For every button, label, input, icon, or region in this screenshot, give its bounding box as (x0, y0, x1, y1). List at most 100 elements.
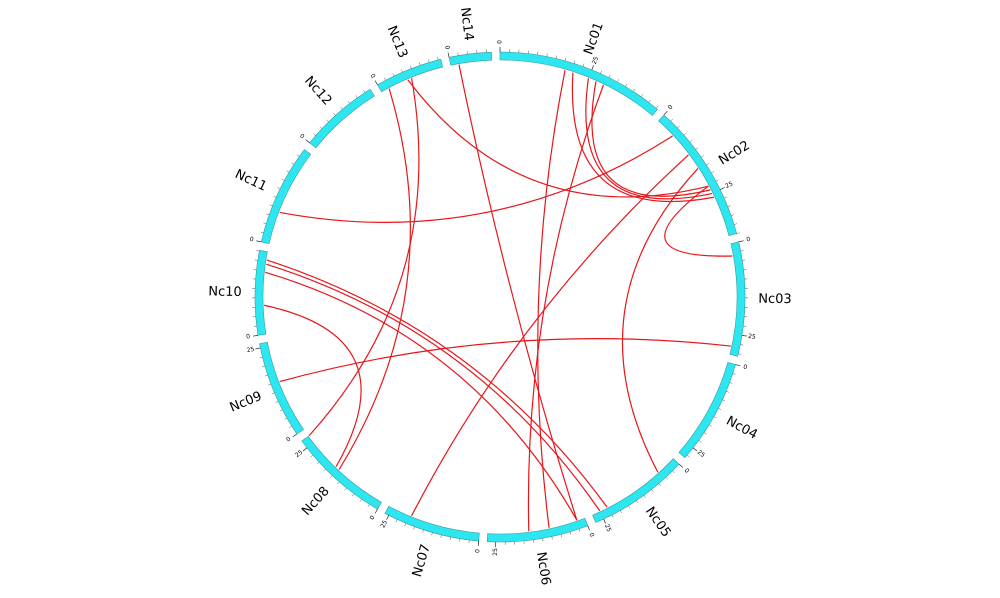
minor-tick (450, 537, 451, 540)
minor-tick (714, 417, 717, 418)
minor-tick (276, 401, 279, 402)
tick-mark (375, 509, 378, 513)
minor-tick (687, 455, 689, 457)
minor-tick (273, 196, 276, 197)
minor-tick (268, 384, 271, 385)
tick-mark (448, 52, 449, 57)
chromosome-segment (378, 59, 443, 91)
chromosome-label: Nc13 (384, 24, 410, 61)
tick-label: 25 (748, 333, 757, 341)
tick-mark (303, 448, 307, 451)
tick-mark (256, 241, 261, 242)
tick-label: 25 (724, 180, 734, 190)
minor-tick (262, 366, 265, 367)
minor-tick (690, 140, 692, 142)
minor-tick (313, 134, 315, 136)
minor-tick (384, 78, 385, 81)
tick-mark (736, 365, 741, 366)
minor-tick (633, 89, 635, 92)
minor-tick (641, 94, 643, 96)
minor-tick (677, 126, 679, 128)
minor-tick (297, 155, 299, 157)
minor-tick (368, 504, 370, 507)
minor-tick (547, 54, 548, 57)
minor-tick (730, 382, 733, 383)
tick-mark (306, 140, 310, 143)
tick-label: 0 (369, 73, 377, 80)
tick-mark (604, 519, 606, 524)
tick-mark (293, 434, 297, 437)
chromosome-label: Nc03 (758, 292, 792, 307)
minor-tick (734, 224, 737, 225)
minor-tick (410, 66, 411, 69)
tick-mark (742, 335, 747, 336)
minor-tick (696, 148, 698, 150)
tick-label: 0 (497, 40, 504, 44)
minor-tick (428, 60, 429, 63)
tick-label: 0 (587, 532, 595, 538)
link (266, 264, 599, 511)
minor-tick (289, 426, 292, 428)
minor-tick (738, 354, 741, 355)
tick-label: 0 (369, 514, 377, 521)
tick-label: 25 (294, 449, 304, 459)
link (592, 81, 710, 196)
minor-tick (612, 515, 613, 518)
link (528, 85, 603, 531)
minor-tick (266, 214, 269, 215)
chromosome-segment (385, 506, 479, 541)
minor-tick (718, 408, 721, 409)
minor-tick (330, 476, 332, 478)
minor-tick (699, 440, 701, 442)
minor-tick (659, 484, 661, 486)
minor-tick (261, 232, 264, 233)
minor-tick (326, 120, 328, 122)
minor-tick (644, 495, 646, 497)
minor-tick (272, 393, 275, 394)
minor-tick (709, 425, 712, 427)
minor-tick (724, 197, 727, 198)
minor-tick (716, 180, 719, 181)
chromosome-segment (449, 52, 492, 65)
chromosome-segment (255, 250, 267, 335)
link (572, 73, 714, 202)
links (264, 65, 732, 532)
minor-tick (337, 482, 339, 484)
minor-tick (432, 533, 433, 536)
tick-label: 25 (246, 346, 255, 354)
minor-tick (348, 101, 350, 103)
minor-tick (583, 64, 584, 67)
chromosome-label: Nc07 (410, 543, 434, 579)
minor-tick (323, 469, 325, 471)
minor-tick (684, 133, 686, 135)
link (412, 155, 689, 516)
minor-tick (649, 100, 651, 102)
minor-tick (625, 84, 627, 87)
tick-label: 25 (603, 523, 613, 533)
minor-tick (600, 71, 601, 74)
minor-tick (574, 61, 575, 64)
chromosome-label: Nc02 (716, 138, 752, 168)
minor-tick (317, 462, 319, 464)
chromosome-label: Nc10 (208, 284, 242, 300)
tick-label: 25 (492, 548, 499, 556)
minor-tick (740, 345, 743, 346)
minor-tick (263, 223, 266, 224)
tick-mark (664, 111, 667, 115)
chromosome-segment (679, 362, 736, 457)
chromosome-segment (260, 342, 304, 434)
chromosome-label: Nc01 (581, 20, 607, 57)
minor-tick (441, 535, 442, 538)
link (265, 272, 577, 520)
tick-mark (679, 464, 683, 467)
minor-tick (741, 251, 744, 252)
minor-tick (419, 63, 420, 66)
minor-tick (704, 433, 706, 435)
minor-tick (287, 171, 290, 173)
tick-mark (588, 526, 590, 531)
chromosome-segment (487, 518, 588, 542)
minor-tick (722, 400, 725, 401)
link (339, 89, 410, 470)
minor-tick (728, 206, 731, 207)
minor-tick (666, 477, 668, 479)
